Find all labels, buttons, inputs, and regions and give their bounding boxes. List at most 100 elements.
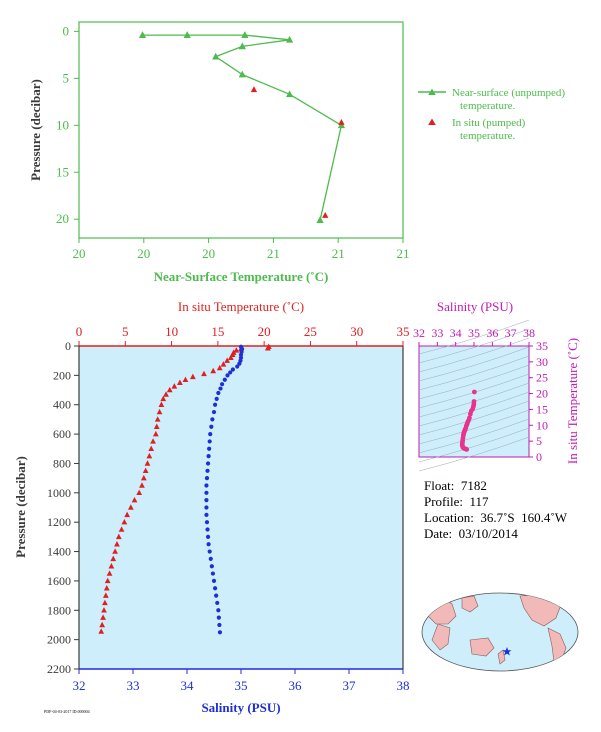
pressure-tick-label: 1800	[47, 603, 71, 617]
sal-tick-label: 35	[235, 678, 248, 693]
near-surface-point	[238, 70, 246, 78]
legend-near-surface-line1: Near-surface (unpumped)	[452, 87, 565, 99]
ts-y-tick-label: 15	[536, 402, 548, 416]
pressure-tick-label: 1400	[47, 545, 71, 559]
salinity-point	[216, 390, 221, 396]
salinity-point	[208, 431, 213, 437]
temperature-point	[102, 599, 108, 606]
temperature-point	[110, 555, 117, 562]
map-float-location-star-icon	[502, 647, 512, 656]
salinity-point	[209, 424, 214, 429]
ts-y-tick-label: 0	[536, 450, 542, 464]
in-situ-point	[338, 118, 345, 125]
temperature-point	[182, 376, 189, 383]
temperature-point	[171, 383, 178, 389]
temperature-point	[98, 628, 105, 634]
salinity-point	[216, 615, 221, 620]
y-tick-label: 20	[56, 211, 69, 226]
sal-tick-label: 37	[343, 678, 357, 693]
temperature-point	[114, 541, 120, 547]
density-contour	[418, 409, 530, 445]
density-contour	[418, 436, 530, 472]
temperature-point	[136, 489, 143, 496]
profile-bottom-axis-label: Salinity (PSU)	[201, 700, 280, 715]
temperature-point	[100, 614, 106, 620]
salinity-point	[214, 593, 219, 598]
sal-tick-label: 34	[181, 678, 195, 693]
pressure-tick-label: 2000	[47, 633, 71, 647]
pressure-tick-label: 800	[53, 456, 71, 470]
float-location: Location: 36.7˚S 160.4˚W	[424, 510, 567, 525]
temperature-point	[150, 438, 156, 444]
ts-y-tick-label: 35	[536, 339, 548, 353]
pressure-tick-label: 400	[53, 398, 71, 412]
temp-tick-label: 15	[211, 324, 224, 339]
in-situ-point	[250, 86, 258, 93]
near-surface-x-ticks: 20 20 20 21 21 21	[73, 238, 410, 261]
legend-green-triangle-icon	[428, 88, 436, 95]
legend-in-situ-line1: In situ (pumped)	[452, 117, 526, 129]
profile-y-axis-label: Pressure (decibar)	[13, 456, 28, 558]
temperature-point	[99, 621, 106, 628]
salinity-point	[205, 461, 211, 466]
near-surface-point	[238, 42, 246, 50]
salinity-point	[207, 549, 212, 554]
y-tick-label: 10	[56, 117, 69, 132]
salinity-point	[207, 446, 212, 451]
temp-tick-label: 35	[397, 324, 410, 339]
temp-tick-label: 0	[76, 324, 83, 339]
ts-point	[467, 411, 473, 417]
profile-plot-background	[79, 346, 403, 669]
pressure-tick-label: 600	[53, 427, 71, 441]
density-contour	[418, 400, 530, 436]
temperature-point	[118, 526, 125, 532]
near-surface-plot-frame	[78, 21, 404, 239]
temp-tick-label: 5	[122, 324, 129, 339]
y-tick-label: 0	[63, 23, 70, 38]
near-surface-y-axis-label: Pressure (decibar)	[28, 79, 43, 181]
temperature-point	[144, 460, 151, 466]
profile-date: Date: 03/10/2014	[424, 526, 518, 541]
temperature-point	[101, 607, 107, 613]
near-surface-chart: 20 20 20 21 21 21 0 5 10 15 20 Near-Surface Tempe…	[28, 21, 410, 284]
temperature-point	[152, 430, 159, 437]
density-contour	[418, 418, 530, 454]
legend-near-surface-line2: temperature.	[460, 100, 516, 112]
salinity-point	[218, 386, 223, 391]
temperature-point	[124, 511, 131, 518]
density-contour	[418, 328, 530, 364]
temperature-point	[158, 401, 165, 407]
ts-y-axis-label: In situ Temperature (˚C)	[565, 338, 580, 464]
salinity-point	[216, 608, 221, 613]
temperature-point	[148, 445, 155, 452]
temperature-point	[142, 467, 149, 474]
salinity-point	[212, 586, 218, 591]
ts-salinity-ticks: 32 33 34 35 36 37 38	[413, 326, 535, 346]
x-tick-label: 21	[397, 246, 410, 261]
y-tick-label: 5	[63, 70, 70, 85]
temperature-axis-ticks: 0 5 10 15 20 25 30 35	[76, 324, 410, 346]
temperature-point	[102, 592, 109, 598]
temperature-point	[146, 452, 153, 459]
salinity-point	[235, 364, 240, 369]
temperature-point	[156, 408, 163, 415]
ts-x-tick-label: 34	[450, 326, 462, 340]
salinity-point	[211, 409, 217, 415]
ts-y-tick-label: 20	[536, 387, 548, 401]
footer-code: PDF-04-03-2017 ID:000004	[44, 709, 90, 714]
temperature-point	[139, 482, 145, 488]
temperature-point	[163, 391, 169, 397]
temperature-point	[227, 354, 234, 360]
density-contour	[418, 364, 530, 400]
temperature-point	[189, 373, 196, 380]
temperature-point	[127, 504, 134, 510]
salinity-point	[209, 564, 214, 569]
salinity-point	[210, 417, 215, 422]
density-contour	[418, 427, 530, 463]
near-surface-point	[212, 52, 220, 60]
temperature-point	[216, 364, 223, 371]
temperature-point	[201, 370, 207, 377]
salinity-point	[215, 600, 220, 606]
